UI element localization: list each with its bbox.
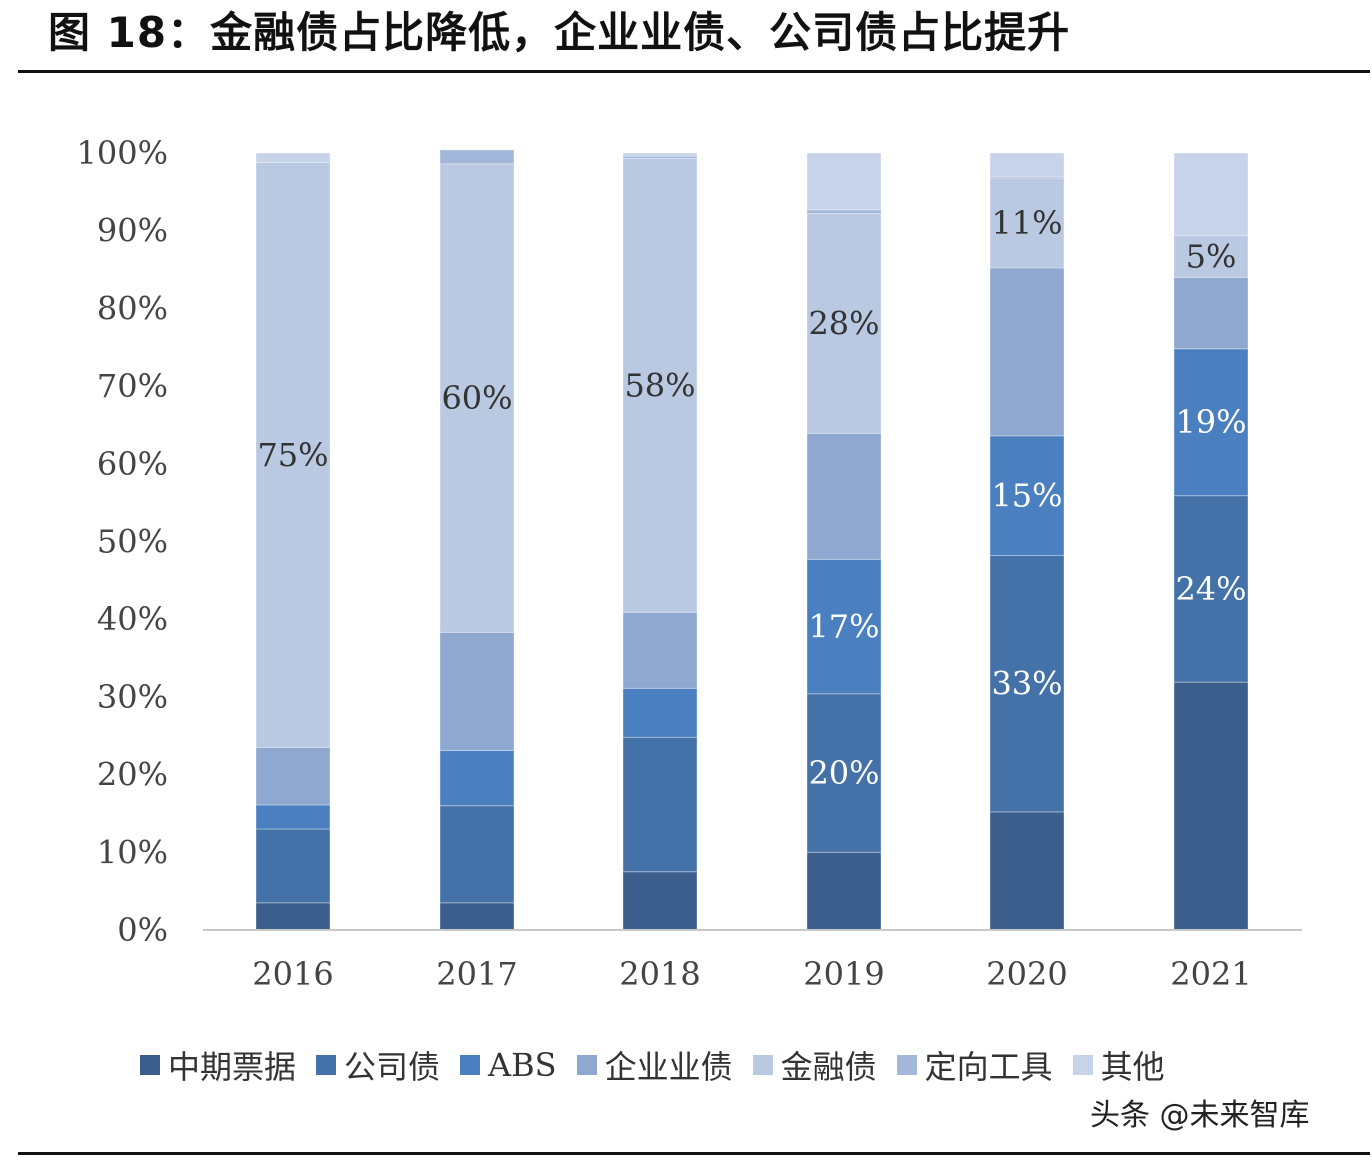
bar-segment bbox=[806, 213, 882, 434]
data-label: 60% bbox=[441, 379, 512, 417]
data-label: 19% bbox=[1175, 403, 1246, 441]
bar-segment bbox=[806, 851, 882, 931]
bar-segment bbox=[439, 750, 515, 807]
bar-segment bbox=[806, 209, 882, 215]
bar-segment bbox=[622, 871, 698, 931]
bar-segment bbox=[989, 554, 1065, 813]
bar-segment bbox=[255, 152, 331, 163]
bar-segment bbox=[989, 177, 1065, 269]
legend-label: ABS bbox=[488, 1046, 557, 1084]
x-tick-label: 2018 bbox=[619, 955, 700, 993]
legend-label: 企业业债 bbox=[604, 1048, 733, 1086]
x-tick-label: 2019 bbox=[803, 955, 884, 993]
y-tick-label: 50% bbox=[97, 523, 168, 561]
data-label: 28% bbox=[808, 305, 879, 343]
bar-segment bbox=[989, 267, 1065, 437]
bar-segment bbox=[1173, 495, 1249, 683]
x-tick-label: 2016 bbox=[252, 955, 333, 993]
legend-label: 定向工具 bbox=[924, 1048, 1053, 1086]
bar-segment bbox=[989, 152, 1065, 177]
bar-segment bbox=[622, 611, 698, 689]
data-label: 75% bbox=[257, 436, 328, 474]
bar-segment bbox=[989, 811, 1065, 931]
legend-label: 其他 bbox=[1100, 1048, 1165, 1086]
bar-segment bbox=[806, 693, 882, 853]
y-tick-label: 60% bbox=[97, 445, 168, 483]
legend-swatch bbox=[460, 1055, 481, 1075]
watermark: 头条 @未来智库 bbox=[1090, 1098, 1310, 1133]
legend-swatch bbox=[896, 1055, 917, 1075]
bar-segment bbox=[622, 736, 698, 873]
figure-title: 图 18：金融债占比降低，企业业债、公司债占比提升 bbox=[48, 8, 1071, 57]
bar-segment bbox=[255, 746, 331, 806]
legend-item: 中期票据 bbox=[140, 1042, 296, 1088]
y-tick-label: 30% bbox=[97, 678, 168, 716]
data-label: 20% bbox=[808, 754, 879, 792]
data-label: 17% bbox=[808, 608, 879, 646]
bar-segment bbox=[255, 161, 331, 748]
data-label: 5% bbox=[1186, 237, 1237, 275]
bar-segment bbox=[1173, 152, 1249, 236]
data-label: 15% bbox=[991, 477, 1062, 515]
data-label: 58% bbox=[624, 366, 695, 404]
legend-item: 其他 bbox=[1072, 1042, 1165, 1088]
bar-segment bbox=[439, 163, 515, 633]
legend-swatch bbox=[140, 1055, 160, 1075]
x-tick-label: 2017 bbox=[436, 955, 517, 993]
y-tick-label: 0% bbox=[117, 911, 168, 949]
y-tick-label: 100% bbox=[77, 134, 168, 172]
data-label: 33% bbox=[991, 665, 1062, 703]
x-tick-label: 2021 bbox=[1170, 955, 1251, 993]
bottom-rule bbox=[18, 1152, 1370, 1155]
legend-item: ABS bbox=[460, 1046, 557, 1084]
bar-segment bbox=[622, 687, 698, 738]
y-tick-label: 10% bbox=[97, 833, 168, 871]
legend-swatch bbox=[576, 1055, 597, 1075]
bar-segment bbox=[1173, 681, 1249, 931]
bar-segment bbox=[806, 152, 882, 211]
legend-item: 公司债 bbox=[316, 1042, 440, 1088]
y-tick-label: 20% bbox=[97, 756, 168, 794]
bar-segment bbox=[255, 828, 331, 904]
legend-label: 中期票据 bbox=[168, 1048, 297, 1086]
stacked-bar-chart: 0% 10% 20% 30% 40% 50% 60% 70% 80% 90% 100% 2016 201… bbox=[77, 134, 1302, 993]
y-tick-label: 80% bbox=[97, 289, 168, 327]
legend-item: 金融债 bbox=[752, 1042, 877, 1088]
y-tick-label: 40% bbox=[97, 600, 168, 638]
legend-swatch bbox=[752, 1055, 773, 1075]
bar-segment bbox=[989, 435, 1065, 556]
x-tick-label: 2020 bbox=[986, 955, 1067, 993]
legend-label: 金融债 bbox=[780, 1048, 877, 1086]
legend-item: 企业业债 bbox=[576, 1042, 733, 1088]
bar-segment bbox=[806, 432, 882, 560]
legend-label: 公司债 bbox=[344, 1048, 441, 1086]
bar-segment bbox=[439, 149, 515, 165]
bar-segment bbox=[1173, 234, 1249, 278]
data-label: 11% bbox=[991, 204, 1062, 242]
bar-segment bbox=[255, 804, 331, 830]
y-tick-label: 90% bbox=[97, 212, 168, 250]
bar-segment bbox=[439, 805, 515, 904]
bar-segment bbox=[439, 902, 515, 931]
data-label: 24% bbox=[1175, 570, 1246, 608]
legend-swatch bbox=[1072, 1055, 1093, 1075]
legend-swatch bbox=[316, 1055, 337, 1075]
chart-legend: 中期票据 公司债 ABS 企业业债 金融债 定向工具 其他 bbox=[140, 1040, 1165, 1090]
legend-item: 定向工具 bbox=[896, 1042, 1053, 1088]
bar-segment bbox=[255, 902, 331, 931]
y-tick-label: 70% bbox=[97, 367, 168, 405]
title-rule bbox=[18, 70, 1370, 73]
bar-segment bbox=[1173, 276, 1249, 350]
bar-segment bbox=[622, 152, 698, 157]
bar-segment bbox=[439, 631, 515, 752]
